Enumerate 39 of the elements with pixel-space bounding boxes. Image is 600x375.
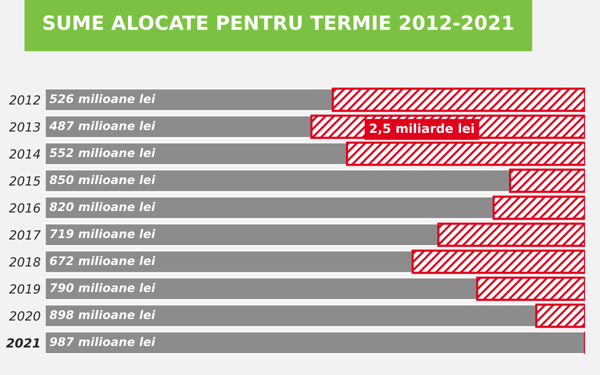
bar [437,222,585,247]
bar [492,196,585,220]
annotation: 2,5 miliarde lei [370,123,474,135]
data-label: 987 milioane lei [50,337,156,346]
bar [45,276,478,301]
y-tick-label: 2012 [9,95,40,105]
bar [45,114,312,139]
data-label: 898 milioane lei [50,310,156,320]
data-label: 672 milioane lei [50,256,156,266]
y-tick-label: 2014 [9,149,40,159]
y-tick-label: 2018 [9,257,40,267]
bar [509,168,585,193]
bar [45,222,440,247]
data-label: 790 milioane lei [50,283,156,292]
data-label: 487 milioane lei [49,121,156,130]
y-tick-label: 2015 [9,176,40,186]
chart-title: SUME ALOCATE PENTRU TERMIE 2012-2021 [43,15,514,30]
y-tick-label: 2021 [6,338,40,348]
data-label: 552 milioane lei [50,148,156,158]
bar [45,250,414,274]
bar [45,168,511,193]
data-label: 719 milioane lei [50,229,156,238]
data-label: 820 milioane lei [50,202,156,212]
bar [45,196,494,220]
bar [45,142,348,166]
y-tick-label: 2020 [9,311,40,321]
data-label: 850 milioane lei [50,175,156,184]
bar [45,330,585,355]
y-tick-label: 2017 [9,230,41,240]
y-tick-label: 2013 [9,122,40,132]
bar [412,250,585,274]
y-tick-label: 2016 [9,203,40,213]
y-tick-label: 2019 [9,284,40,294]
data-label: 526 milioane lei [50,94,156,104]
bar [476,276,585,301]
bar [45,304,537,328]
bar [45,88,334,112]
bar [535,304,585,328]
bar [332,88,585,112]
